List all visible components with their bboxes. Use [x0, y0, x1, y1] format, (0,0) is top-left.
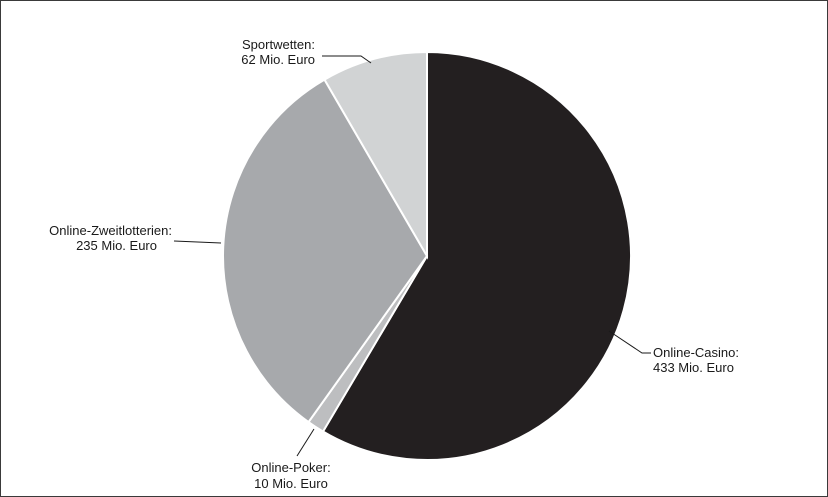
label-online-zweitlotterien-value: 235 Mio. Euro: [76, 238, 157, 253]
label-online-casino-name: Online-Casino:: [653, 345, 739, 360]
leader-line-online-poker: [296, 428, 315, 457]
label-sportwetten-value: 62 Mio. Euro: [241, 52, 315, 67]
label-online-casino-value: 433 Mio. Euro: [653, 360, 734, 375]
pie-slice-online-casino: [321, 50, 632, 461]
leader-line-sportwetten: [322, 55, 372, 64]
label-sportwetten-name: Sportwetten:: [242, 37, 315, 52]
pie-slice-sportwetten: [323, 50, 428, 260]
label-online-zweitlotterien-name: Online-Zweitlotterien:: [49, 223, 172, 238]
leader-line-online-zweitlotterien: [173, 240, 222, 244]
pie-slices: [222, 50, 632, 461]
label-online-poker-value: 10 Mio. Euro: [254, 476, 328, 491]
leader-line-online-casino: [608, 330, 651, 354]
label-online-poker-name: Online-Poker:: [251, 460, 330, 475]
pie-slice-online-zweitlotterien: [222, 78, 429, 424]
